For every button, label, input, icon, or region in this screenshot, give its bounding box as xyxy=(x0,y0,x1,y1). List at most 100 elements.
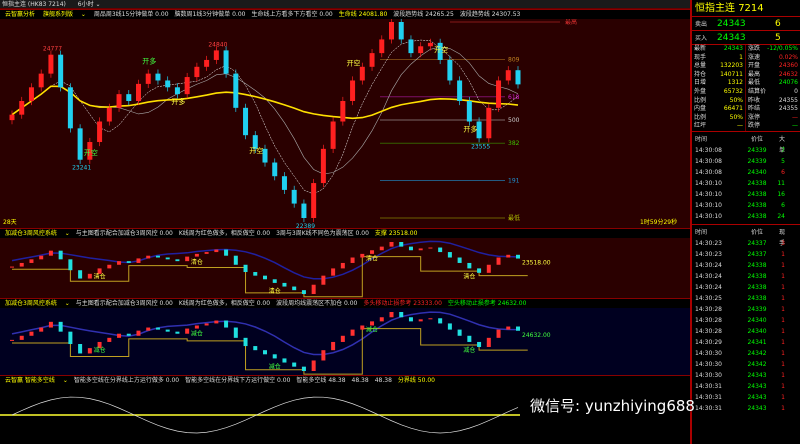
panel4-header: 云智赢 智能多空线 ⌄ 智能多空线在分界线上方运行做多 0.00 智能多空线在分界线… xyxy=(0,375,690,384)
candle-body xyxy=(311,360,316,371)
candle-body xyxy=(263,350,267,355)
candle-body xyxy=(360,253,365,258)
candle-body xyxy=(87,142,93,160)
candle-body xyxy=(67,87,73,129)
quote-field: 涨速 0.02% xyxy=(748,53,798,61)
tick-list: 时间 价位 现手 14:30:23 24337 3 14:30:23 24337 1 14:30:… xyxy=(692,225,800,414)
candle-body xyxy=(155,327,160,330)
big-order-ticks: 时间 价位 大单 14:30:08 24339 7 14:30:08 24339 5 14:30:… xyxy=(692,132,800,225)
level-label: 23518.00 xyxy=(522,260,551,267)
candle-body xyxy=(418,248,423,251)
tick-row: 14:30:28 24340 1 xyxy=(695,327,785,335)
indicator-value: 智能多空线 48.38 xyxy=(296,377,346,384)
period-dropdown[interactable]: 6小时 ⌄ xyxy=(77,1,101,8)
position-tag: 清仓 xyxy=(191,258,203,266)
quote-field: 最高 24632 xyxy=(748,70,798,78)
indicator-value: 3周与3周K线不同色为震荡区 0.00 xyxy=(276,230,369,237)
tick-row: 14:30:24 24338 1 xyxy=(695,272,785,280)
tick-row: 14:30:08 24340 6 xyxy=(695,168,785,176)
candle-body xyxy=(48,250,53,256)
candle-body xyxy=(496,80,502,108)
candle-body xyxy=(418,319,423,322)
tick-row: 14:30:29 24341 1 xyxy=(695,338,785,346)
candle-body xyxy=(155,255,160,258)
quote-field: 涨跌 -12/0.05% xyxy=(748,45,798,52)
candle-body xyxy=(467,335,472,342)
quote-field: 现手 1 xyxy=(692,53,746,63)
candle-body xyxy=(19,100,25,115)
candle-body xyxy=(107,337,112,342)
trade-signal-label: 开多 xyxy=(463,125,477,134)
quote-field: 昨收 24355 xyxy=(748,96,798,104)
panel3-chart[interactable]: 减仓 减仓 减仓 减仓 减仓 24632.00 xyxy=(0,308,690,375)
candle-body xyxy=(408,246,413,251)
tick-row: 14:30:10 24338 11 xyxy=(695,179,785,187)
trade-signal-label: 开空 xyxy=(347,58,361,67)
indicator-value: 多头移动止损参考 23333.00 xyxy=(363,300,442,307)
candle-body xyxy=(233,327,238,338)
indicator-preset-dropdown[interactable]: 旗舰系列版 ⌄ xyxy=(42,11,86,18)
indicator-value: 智能多空线在分界线上方运行做多 0.00 xyxy=(73,377,180,384)
candle-body xyxy=(29,259,34,263)
indicator-value: 智能多空线在分界线下方运行做空 0.00 xyxy=(185,377,291,384)
position-tag: 清仓 xyxy=(463,272,475,280)
candle-body xyxy=(389,312,394,318)
candle-body xyxy=(477,341,482,347)
candle-body xyxy=(457,80,463,101)
chart-area: 恒指主连 (HK83 7214) 6小时 ⌄ 云智赢分析 旗舰系列版 ⌄ 周品周… xyxy=(0,0,690,444)
quote-field: 外盘 65732 xyxy=(692,87,746,97)
quote-field: 日增 1312 xyxy=(692,79,746,88)
candle-body xyxy=(350,329,355,336)
sell-row[interactable]: 卖出 24343 6 xyxy=(692,17,800,31)
tick-row: 14:30:08 24339 7 xyxy=(695,146,785,154)
candle-body xyxy=(146,255,151,259)
main-kline-panel[interactable]: 最高 809 618 500 382 191 最低 24777 23241 24840 22389 2… xyxy=(0,19,690,228)
price-extreme-label: 25255 xyxy=(384,19,403,20)
candle-body xyxy=(185,256,190,262)
panel2-chart[interactable]: 清仓 清仓 清仓 清仓 清仓 23518.00 xyxy=(0,238,690,298)
candle-body xyxy=(155,73,161,81)
candle-body xyxy=(10,266,14,268)
candle-body xyxy=(165,80,171,88)
panel2-title-dropdown[interactable]: 加减仓3周风控系统 ⌄ xyxy=(5,230,70,237)
quote-field: 最新 24343 xyxy=(692,45,746,54)
candle-body xyxy=(516,254,520,259)
indicator-value: 与主图看示配合加减仓3周风控 0.00 xyxy=(75,230,173,237)
candle-body xyxy=(213,50,219,60)
candle-body xyxy=(496,257,501,265)
fib-label: 最高 xyxy=(565,19,577,26)
candle-body xyxy=(252,135,258,149)
candle-body xyxy=(97,268,102,274)
buy-row[interactable]: 买入 24343 5 xyxy=(692,31,800,45)
panel4-chart[interactable] xyxy=(0,385,690,444)
stop-line xyxy=(12,256,528,298)
candle-body xyxy=(379,317,384,322)
candle-body xyxy=(466,100,472,122)
panel3-title-dropdown[interactable]: 加减仓3周风控系统 ⌄ xyxy=(5,300,70,307)
indicator-value: 分界线 50.00 xyxy=(397,377,435,384)
fib-label: 382 xyxy=(508,140,520,147)
candle-body xyxy=(506,326,511,330)
candle-body xyxy=(408,317,413,322)
candle-body xyxy=(447,252,452,258)
candle-body xyxy=(87,273,92,279)
candle-body xyxy=(29,331,34,336)
position-tag: 清仓 xyxy=(366,254,378,262)
candle-body xyxy=(116,94,122,108)
candle-body xyxy=(486,264,491,273)
price-extreme-label: 23555 xyxy=(471,143,490,150)
candle-body xyxy=(350,80,356,101)
quote-field: 结算价 0 xyxy=(748,87,798,95)
panel4-title-dropdown[interactable]: 云智赢 智能多空线 ⌄ xyxy=(5,377,68,384)
long-short-line xyxy=(11,396,519,434)
position-tag: 减仓 xyxy=(366,325,378,333)
quote-field: 总量 132203 xyxy=(692,62,746,71)
candle-body xyxy=(340,335,345,342)
trade-signal-label: 开多 xyxy=(142,57,156,66)
candle-body xyxy=(253,272,258,276)
candle-body xyxy=(477,268,482,273)
position-tag: 减仓 xyxy=(269,362,281,370)
candle-body xyxy=(204,323,209,326)
candle-body xyxy=(175,331,180,334)
quote-field: 比例 50% xyxy=(692,96,746,106)
